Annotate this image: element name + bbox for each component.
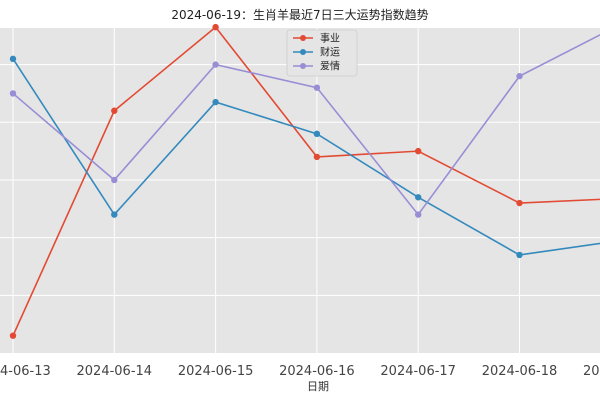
data-point: [516, 251, 523, 259]
legend-label: 财运: [320, 46, 340, 59]
x-tick-label: 2024-06-18: [482, 364, 558, 379]
data-point: [212, 98, 219, 106]
data-point: [212, 61, 219, 68]
data-point: [516, 199, 523, 207]
x-tick-label: 2024-06-17: [380, 364, 456, 379]
data-point: [313, 130, 321, 138]
data-point: [111, 211, 118, 218]
x-tick-label: 2024-06-14: [77, 364, 153, 379]
legend-marker: [300, 63, 306, 69]
plot-area: [0, 28, 600, 353]
legend-marker: [300, 49, 306, 55]
data-point: [111, 176, 118, 184]
data-point: [415, 194, 422, 201]
legend-label: 事业: [320, 32, 340, 45]
legend-label: 爱情: [320, 60, 340, 73]
x-tick-label: 2024-06-15: [178, 364, 254, 379]
data-point: [313, 153, 321, 161]
data-point: [111, 107, 118, 114]
legend-marker: [300, 35, 306, 41]
data-point: [9, 55, 17, 63]
gridlines: [0, 28, 600, 353]
x-tick-label: 2024-06-19: [583, 364, 600, 379]
chart-title: 2024-06-19：生肖羊最近7日三大运势指数趋势: [171, 7, 428, 22]
series-layer: [9, 23, 600, 339]
x-tick-label: 2024-06-13: [0, 364, 51, 379]
data-point: [9, 90, 17, 97]
x-axis-label: 日期: [307, 380, 329, 393]
data-point: [516, 72, 523, 80]
data-point: [212, 23, 219, 31]
data-point: [313, 84, 321, 91]
data-point: [9, 332, 17, 339]
x-tick-label: 2024-06-16: [279, 364, 355, 379]
data-point: [415, 147, 422, 155]
x-tick-labels: 2024-06-13 2024-06-14 2024-06-15 2024-06-16…: [0, 364, 600, 379]
data-point: [415, 211, 422, 218]
